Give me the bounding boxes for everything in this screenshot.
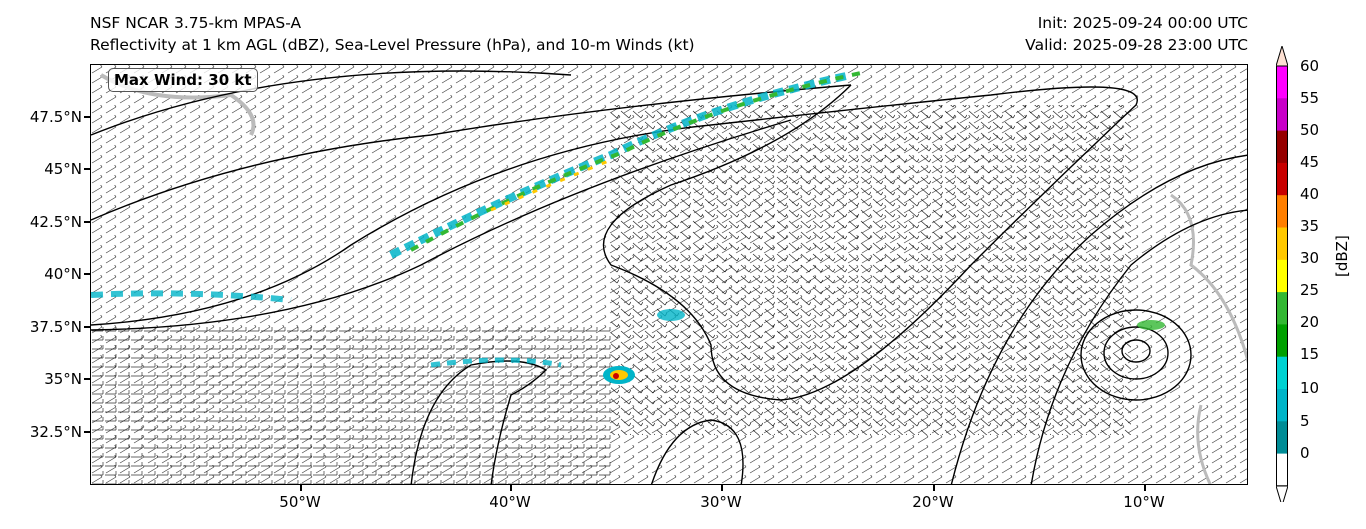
isobar (91, 84, 852, 221)
time-info: Init: 2025-09-24 00:00 UTC Valid: 2025-0… (1025, 12, 1248, 56)
low-pressure-isobar (1121, 339, 1151, 363)
lat-tick (84, 273, 90, 275)
colorbar-label: 50 (1300, 121, 1320, 139)
lon-tick (933, 485, 935, 491)
reflectivity-band (91, 290, 292, 303)
lon-tick (1144, 485, 1146, 491)
isobar (650, 419, 744, 484)
lon-label: 20°W (912, 493, 954, 511)
reflectivity-cell (610, 370, 628, 380)
reflectivity-band (490, 158, 612, 212)
colorbar-outline (1276, 65, 1288, 487)
valid-time: Valid: 2025-09-28 23:00 UTC (1025, 36, 1248, 54)
colorbar-label: 15 (1300, 345, 1320, 363)
lat-tick (84, 116, 90, 118)
colorbar-label: 60 (1300, 57, 1320, 75)
colorbar-segment (1276, 292, 1288, 325)
lon-label: 10°W (1123, 493, 1165, 511)
lat-label: 40°N (44, 265, 82, 283)
lon-tick (721, 485, 723, 491)
lat-label: 35°N (44, 370, 82, 388)
colorbar-segment (1276, 66, 1288, 99)
colorbar-label: 5 (1300, 412, 1310, 430)
isobar (1030, 209, 1247, 484)
colorbar-label: 40 (1300, 185, 1320, 203)
colorbar-segment (1276, 421, 1288, 455)
colorbar-segment (1276, 453, 1288, 487)
lat-label: 32.5°N (29, 423, 82, 441)
colorbar-extend-min (1276, 485, 1288, 502)
lon-label: 50°W (279, 493, 321, 511)
isobar (91, 70, 572, 136)
lon-label: 40°W (489, 493, 531, 511)
init-time: Init: 2025-09-24 00:00 UTC (1037, 14, 1248, 32)
isobar (91, 119, 792, 331)
isobar (950, 154, 1247, 484)
lat-tick (84, 378, 90, 380)
reflectivity-core (613, 373, 619, 379)
colorbar-label: 0 (1300, 444, 1310, 462)
colorbar-segment (1276, 130, 1288, 164)
lat-label: 37.5°N (29, 318, 82, 336)
colorbar-segment (1276, 356, 1288, 390)
fields-subtitle: Reflectivity at 1 km AGL (dBZ), Sea-Leve… (90, 36, 695, 54)
wind-barbs-south (91, 325, 611, 484)
lat-tick (84, 168, 90, 170)
lat-tick (84, 431, 90, 433)
colorbar (1276, 46, 1288, 502)
colorbar-segment (1276, 324, 1288, 358)
map-canvas (91, 65, 1247, 484)
reflectivity-cell (1137, 320, 1165, 330)
colorbar-segment (1276, 227, 1288, 261)
lon-tick (300, 485, 302, 491)
lon-tick (510, 485, 512, 491)
colorbar-label: 30 (1300, 249, 1320, 267)
reflectivity-band (430, 357, 562, 368)
colorbar-segment (1276, 195, 1288, 228)
colorbar-extend-max (1276, 46, 1288, 67)
colorbar-label: 10 (1300, 379, 1320, 397)
lat-label: 47.5°N (29, 108, 82, 126)
isobar (91, 84, 1138, 401)
map-panel (90, 64, 1248, 485)
isobar (410, 360, 548, 484)
lat-tick (84, 221, 90, 223)
colorbar-label: 55 (1300, 89, 1320, 107)
lat-label: 45°N (44, 160, 82, 178)
lat-tick (84, 326, 90, 328)
colorbar-segment (1276, 389, 1288, 422)
colorbar-segment (1276, 98, 1288, 132)
colorbar-unit: [dBZ] (1333, 235, 1351, 277)
colorbar-label: 25 (1300, 281, 1320, 299)
lat-label: 42.5°N (29, 213, 82, 231)
colorbar-segment (1276, 259, 1288, 293)
max-wind-label: Max Wind: 30 kt (108, 68, 258, 92)
reflectivity-cell (657, 309, 685, 321)
wind-barbs-east (611, 105, 1131, 435)
colorbar-label: 20 (1300, 313, 1320, 331)
model-title: NSF NCAR 3.75-km MPAS-A (90, 14, 302, 32)
colorbar-label: 35 (1300, 217, 1320, 235)
lon-label: 30°W (700, 493, 742, 511)
low-pressure-isobar (1080, 309, 1192, 401)
chart-title: NSF NCAR 3.75-km MPAS-A Reflectivity at … (90, 12, 695, 56)
low-pressure-isobar (1103, 326, 1169, 380)
colorbar-segment (1276, 162, 1288, 196)
colorbar-label: 45 (1300, 153, 1320, 171)
